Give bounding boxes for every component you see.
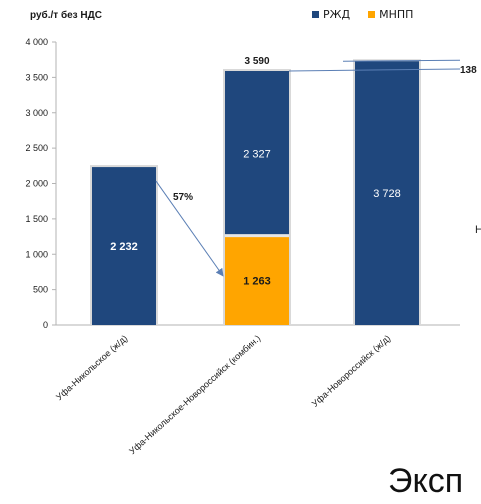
bar-rzd: [355, 61, 419, 326]
difference-line-bottom: [288, 68, 461, 72]
legend-label-mnpp: МНПП: [379, 8, 414, 21]
y-tick-label: 1 500: [25, 214, 48, 224]
data-label-rzd: 3 728: [373, 188, 401, 200]
y-tick-label: 2 500: [25, 143, 48, 153]
data-label-rzd: 2 232: [110, 241, 138, 253]
chart-legend: РЖД МНПП: [312, 8, 431, 21]
x-category-label: Уфа-Никольское (ж/д): [54, 333, 129, 402]
difference-annotation: 138: [460, 65, 477, 76]
x-category-label: Уфа-Новороссийск (ж/д): [310, 333, 393, 409]
legend-item-rzd: РЖД: [312, 8, 350, 21]
y-tick-label: 0: [43, 320, 48, 330]
bar-segment-divider: [225, 234, 289, 238]
y-axis-unit-label: руб./т без НДС: [30, 10, 103, 21]
data-label-rzd: 2 327: [243, 148, 271, 160]
x-category-label: Уфа-Никольское-Новороссийск (комбин.): [127, 333, 262, 456]
legend-swatch-rzd: [312, 11, 319, 18]
cropped-edge-letter: Н: [475, 224, 481, 236]
y-tick-label: 3 500: [25, 72, 48, 82]
bar-rzd: [92, 167, 156, 325]
difference-line-top: [342, 59, 461, 62]
bar-mnpp: [225, 235, 289, 325]
bar-rzd: [225, 71, 289, 236]
legend-swatch-mnpp: [368, 11, 376, 18]
data-label-mnpp: 1 263: [243, 275, 271, 287]
y-tick-label: 2 000: [25, 179, 48, 189]
legend-label-rzd: РЖД: [323, 8, 351, 21]
y-tick-label: 4 000: [25, 37, 48, 47]
cropped-slide-title: Эксп: [388, 462, 464, 500]
y-tick-label: 3 000: [25, 108, 48, 118]
y-tick-label: 1 000: [25, 249, 48, 259]
legend-item-mnpp: МНПП: [368, 8, 413, 21]
y-tick-label: 500: [33, 285, 48, 295]
percent-annotation: 57%: [173, 192, 193, 203]
total-label: 3 590: [244, 56, 269, 67]
percent-arrow: [155, 180, 224, 277]
